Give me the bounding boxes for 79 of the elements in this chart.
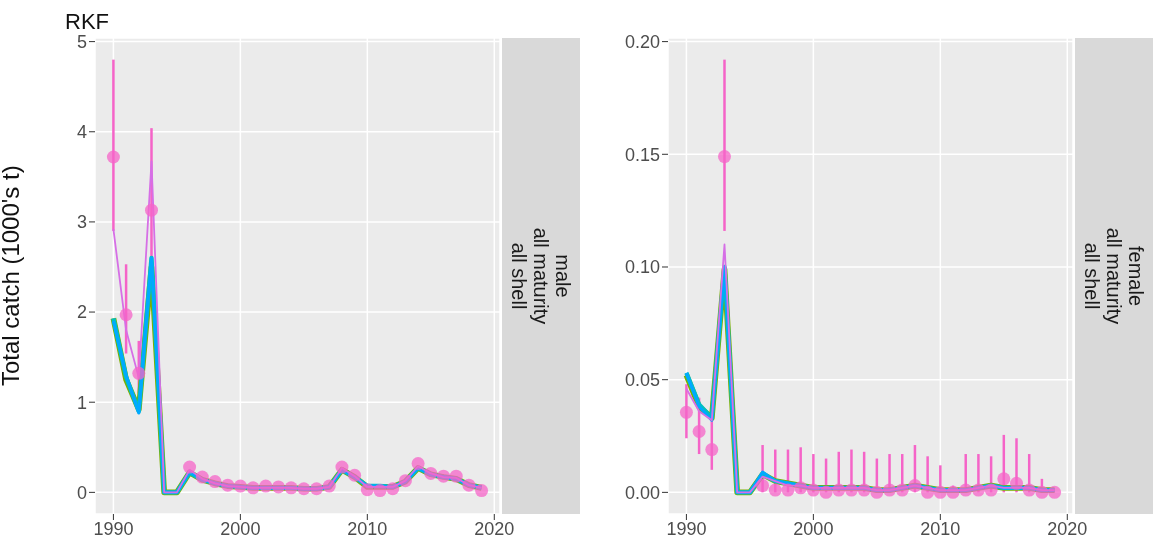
point [768, 483, 782, 497]
x-tick-label: 2020 [1047, 518, 1088, 539]
point [348, 468, 362, 482]
point [398, 474, 412, 488]
point [870, 485, 884, 499]
y-tick-label: 0.00 [624, 482, 660, 503]
point [195, 470, 209, 484]
point [475, 484, 489, 498]
point [844, 483, 858, 497]
point [132, 366, 146, 380]
point [895, 483, 909, 497]
x-tick-label: 2000 [220, 518, 261, 539]
y-tick-label: 0.15 [624, 144, 660, 165]
point [997, 472, 1011, 486]
point [781, 483, 795, 497]
point [679, 405, 693, 419]
x-tick-label: 1990 [666, 518, 707, 539]
point [437, 469, 450, 483]
point [933, 485, 947, 499]
point [246, 481, 260, 495]
point [208, 475, 222, 489]
point [297, 482, 311, 496]
point [462, 478, 476, 492]
point [259, 479, 273, 493]
point [221, 478, 235, 492]
point [1010, 476, 1023, 490]
x-tick-label: 2000 [793, 518, 834, 539]
point [756, 479, 770, 493]
x-tick-label: 1990 [93, 518, 134, 539]
y-tick-label: 2 [76, 302, 87, 323]
point [1048, 485, 1062, 499]
point [119, 308, 133, 322]
point [360, 483, 374, 497]
point [271, 480, 285, 494]
y-tick-label: 0.10 [624, 257, 660, 278]
point [106, 150, 120, 164]
point [424, 466, 438, 480]
point [794, 481, 808, 495]
y-tick-label: 3 [76, 212, 87, 233]
point [322, 479, 336, 493]
point [718, 150, 731, 164]
point [233, 479, 247, 493]
y-tick-label: 0 [76, 482, 87, 503]
point [411, 457, 425, 471]
point [857, 483, 871, 497]
point [1022, 483, 1036, 497]
point [946, 485, 960, 499]
point [984, 483, 998, 497]
point [959, 483, 973, 497]
y-tick-label: 4 [76, 122, 87, 143]
point [386, 482, 400, 496]
x-tick-label: 2020 [474, 518, 515, 539]
chart-title: RKF [65, 9, 109, 34]
point [310, 482, 324, 496]
point [183, 460, 197, 474]
x-tick-label: 2010 [920, 518, 961, 539]
point [819, 485, 833, 499]
point [908, 479, 922, 493]
point [806, 483, 820, 497]
point [373, 484, 387, 498]
point [284, 481, 298, 495]
point [832, 483, 846, 497]
y-tick-label: 1 [76, 392, 87, 413]
x-tick-label: 2010 [347, 518, 388, 539]
y-tick-label: 0.20 [624, 32, 660, 52]
point [449, 469, 463, 483]
point [921, 485, 935, 499]
point [1035, 485, 1049, 499]
point [692, 425, 706, 439]
text: female all maturity all shell [1081, 227, 1148, 325]
point [705, 443, 719, 457]
y-tick-label: 0.05 [624, 370, 660, 391]
y-tick-label: 5 [76, 32, 87, 52]
point [883, 483, 897, 497]
point [335, 460, 349, 474]
y-axis-title: Total catch (1000's t) [0, 165, 24, 386]
text: male all maturity all shell [508, 227, 575, 325]
point [145, 203, 158, 217]
point [971, 483, 985, 497]
